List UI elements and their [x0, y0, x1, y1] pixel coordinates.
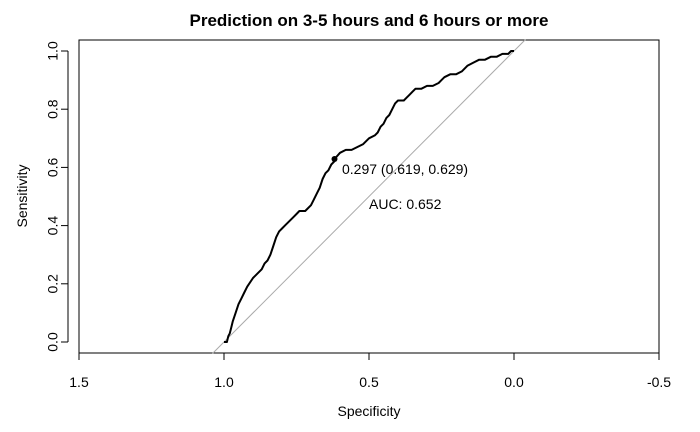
- x-axis-label: Specificity: [337, 403, 400, 419]
- y-tick-label: 0.6: [45, 157, 61, 177]
- chart-title: Prediction on 3-5 hours and 6 hours or m…: [190, 11, 549, 30]
- x-tick-label: 0.5: [359, 374, 379, 390]
- y-tick-label: 0.0: [45, 332, 61, 352]
- y-axis-label: Sensitivity: [14, 164, 30, 227]
- roc-curve-line: [224, 50, 514, 343]
- x-tick-label: 1.5: [69, 374, 89, 390]
- y-tick-label: 0.2: [45, 274, 61, 294]
- x-tick-label: 1.0: [214, 374, 234, 390]
- y-axis: 0.0 0.2 0.4 0.6 0.8 1.0: [45, 41, 69, 352]
- y-tick-label: 1.0: [45, 41, 61, 61]
- plot-layer: [212, 39, 526, 354]
- x-tick-label: 0.0: [504, 374, 524, 390]
- threshold-point: [331, 155, 338, 162]
- threshold-label: 0.297 (0.619, 0.629): [342, 161, 468, 177]
- y-tick-label: 0.8: [45, 99, 61, 119]
- y-tick-label: 0.4: [45, 216, 61, 236]
- x-axis: 1.5 1.0 0.5 0.0 -0.5: [69, 352, 671, 390]
- reference-diagonal-line: [212, 39, 526, 354]
- auc-label: AUC: 0.652: [369, 196, 442, 212]
- x-tick-label: -0.5: [647, 374, 671, 390]
